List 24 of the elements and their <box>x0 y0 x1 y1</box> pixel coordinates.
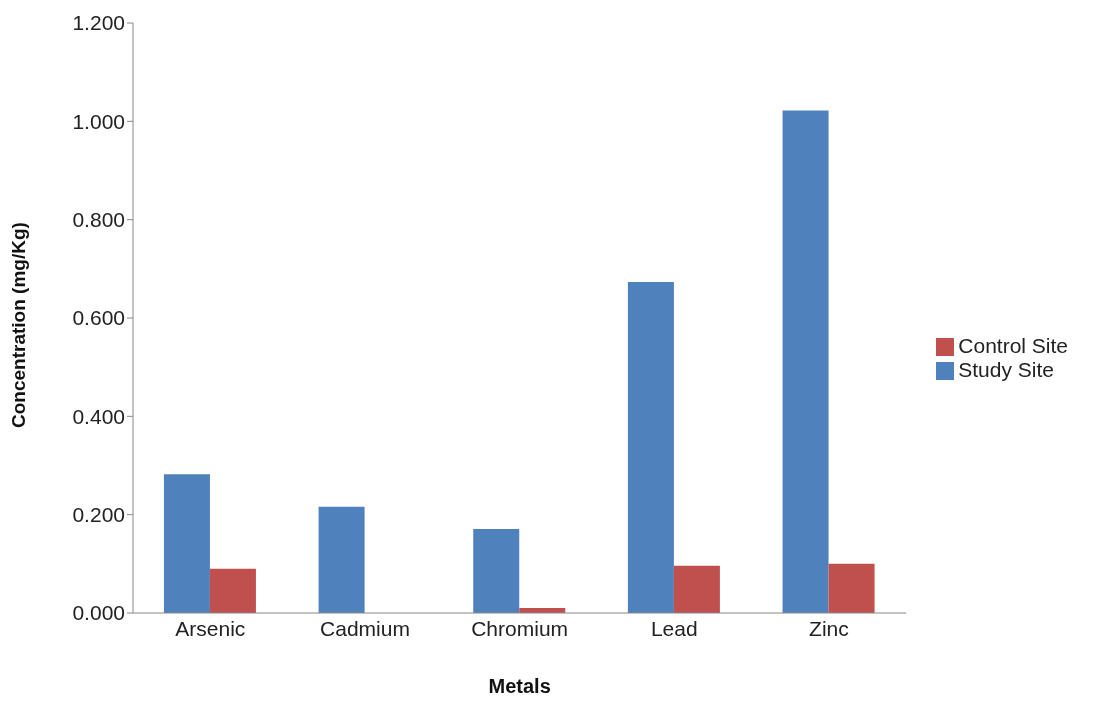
y-tick-label: 0.000 <box>72 601 125 625</box>
y-tick-label: 0.200 <box>72 503 125 527</box>
x-tick-label: Cadmium <box>320 616 410 640</box>
legend-label: Study Site <box>958 358 1055 381</box>
x-tick-label: Lead <box>650 616 698 640</box>
bar <box>673 565 720 613</box>
y-tick-label: 0.400 <box>72 404 125 428</box>
bar <box>318 506 365 613</box>
bar <box>828 563 875 613</box>
y-axis-title: Concentration (mg/Kg) <box>7 222 29 428</box>
x-axis-title: Metals <box>488 675 551 697</box>
x-tick-label: Zinc <box>809 616 849 640</box>
legend-label: Control Site <box>958 334 1068 357</box>
x-tick-label: Arsenic <box>175 616 246 640</box>
bar <box>473 528 520 613</box>
bar <box>209 568 256 613</box>
y-tick-label: 1.200 <box>72 11 125 35</box>
y-tick-label: 1.000 <box>72 109 125 133</box>
bar <box>627 282 674 613</box>
x-tick-label: Chromium <box>471 616 569 640</box>
bar <box>163 474 210 613</box>
bar <box>782 110 829 613</box>
y-tick-label: 0.800 <box>72 208 125 232</box>
y-tick-label: 0.600 <box>72 306 125 330</box>
